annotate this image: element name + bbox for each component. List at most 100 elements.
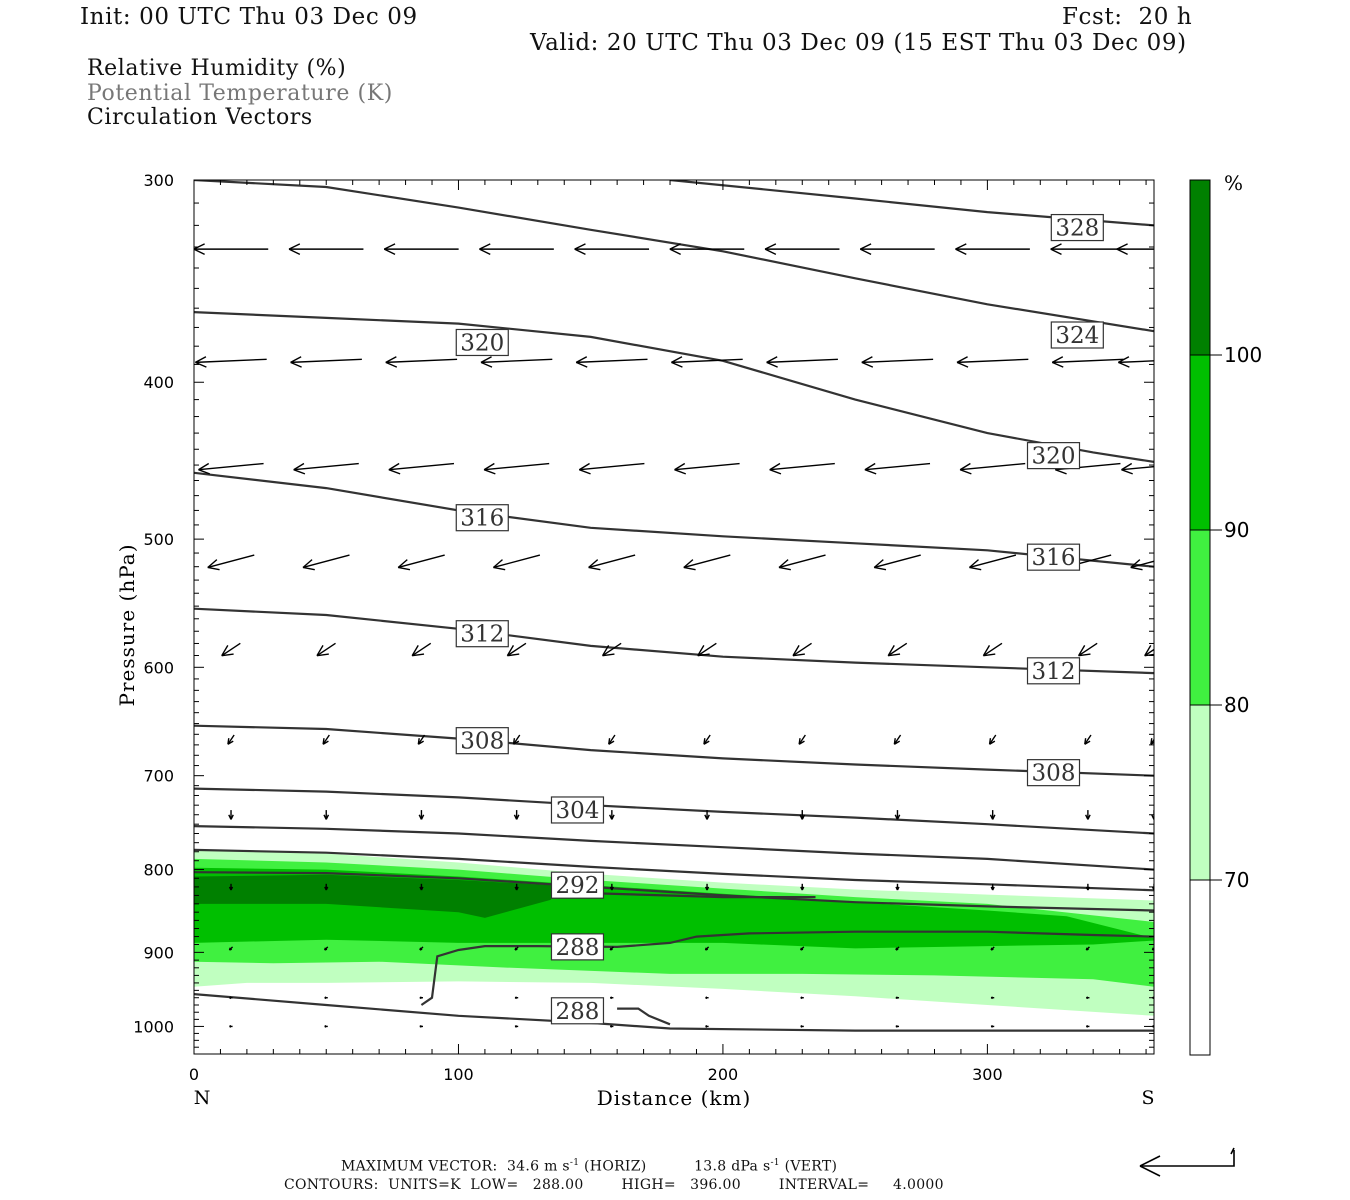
vector-head [1084, 738, 1087, 745]
vector-shaft [988, 734, 997, 745]
vector-head [1121, 462, 1133, 471]
vector-head [895, 1025, 898, 1028]
vector-head [602, 653, 615, 657]
vector-shaft [703, 734, 711, 745]
vector-head [608, 738, 611, 745]
theta-contour-312 [194, 607, 1154, 675]
vector-head [859, 243, 872, 250]
vector-head [483, 462, 495, 471]
theta-contour-304 [194, 787, 1154, 835]
vector-head [1078, 653, 1091, 657]
vert-text: (VERT) [779, 1158, 838, 1175]
theta-contour-316 [194, 471, 1154, 568]
vector-head [1051, 361, 1064, 368]
colorbar-unit: % [1224, 171, 1243, 195]
vector-shaft [1084, 734, 1092, 745]
vector-head [229, 1025, 232, 1028]
vector-shaft [1078, 642, 1098, 657]
vector-head [417, 740, 424, 745]
vector-head [609, 996, 613, 999]
vector-head [1118, 361, 1130, 368]
vector-shaft [1150, 738, 1154, 745]
vector-shaft [322, 734, 330, 745]
contour-label: 288 [556, 999, 600, 1025]
vector-head [861, 361, 874, 368]
vector-head [514, 947, 517, 951]
vector-head [704, 886, 708, 891]
colorbar-segment [1190, 705, 1210, 880]
vector-shaft [302, 554, 350, 569]
vector-head [955, 248, 967, 255]
reference-vector-head [1139, 1165, 1161, 1177]
vector-head [895, 947, 898, 951]
vector-head [1050, 248, 1062, 255]
vector-shaft [769, 462, 835, 471]
vector-head [990, 886, 994, 891]
vector-head [982, 645, 991, 657]
contour-label-box [550, 796, 605, 824]
vector-shaft [506, 642, 527, 657]
vector-head [579, 469, 591, 475]
vector-shaft [683, 554, 731, 569]
vector-head [766, 356, 778, 364]
vector-head [194, 248, 205, 255]
vector-shaft [602, 642, 622, 657]
vector-head [575, 361, 588, 368]
y-tick-label: 1000 [133, 1017, 174, 1036]
theta-contour-320 [194, 311, 1154, 463]
contour-label-box [550, 871, 605, 899]
legend-rh: Relative Humidity (%) [87, 56, 347, 81]
vector-head [388, 462, 400, 471]
vector-shaft [493, 554, 541, 569]
vector-head [207, 566, 220, 571]
colorbar-level-label: 80 [1224, 693, 1249, 717]
vector-head [324, 1025, 327, 1028]
vector-head [506, 645, 515, 657]
vector-shaft [671, 358, 743, 364]
vector-head [419, 886, 423, 891]
vector-head [764, 243, 777, 250]
y-tick-label: 300 [143, 171, 174, 190]
vector-head [588, 566, 601, 571]
vector-head [674, 469, 687, 475]
contour-label-box [1026, 657, 1081, 685]
vector-head [1150, 738, 1153, 745]
vector-head [1116, 243, 1128, 250]
vector-head [383, 243, 396, 250]
vector-head [514, 996, 517, 999]
vector-head [324, 947, 327, 951]
vector-head [959, 462, 971, 471]
vector-head [227, 738, 230, 745]
vector-head [990, 947, 993, 951]
vector-head [764, 248, 777, 255]
vector-head [228, 886, 232, 891]
vector-shaft [1052, 358, 1124, 364]
vector-head [609, 947, 612, 951]
vector-head [989, 740, 996, 745]
vector-head [888, 653, 901, 657]
vector-shaft [674, 462, 740, 471]
valid-time: Valid: 20 UTC Thu 03 Dec 09 (15 EST Thu … [530, 30, 1187, 56]
contour-label: 324 [1055, 323, 1099, 349]
vector-head [769, 469, 782, 475]
vector-head [704, 814, 708, 820]
vector-shaft [608, 734, 616, 745]
x-left-label: N [194, 1087, 211, 1109]
vector-head [514, 886, 518, 891]
vector-head [874, 566, 887, 571]
vector-shaft [792, 642, 812, 657]
x-tick-label: 200 [708, 1065, 739, 1084]
vector-head [669, 248, 681, 255]
contour-label-box [1026, 759, 1081, 787]
vector-head [575, 356, 588, 364]
vector-head [195, 361, 207, 368]
vector-head [480, 356, 492, 364]
contour-label-box [455, 727, 509, 755]
legend-vectors: Circulation Vectors [87, 105, 313, 130]
colorbar-segment [1190, 880, 1210, 1055]
vector-shaft [398, 554, 445, 569]
vector-head [322, 738, 325, 745]
vector-head [513, 814, 518, 820]
vector-head [316, 653, 329, 657]
